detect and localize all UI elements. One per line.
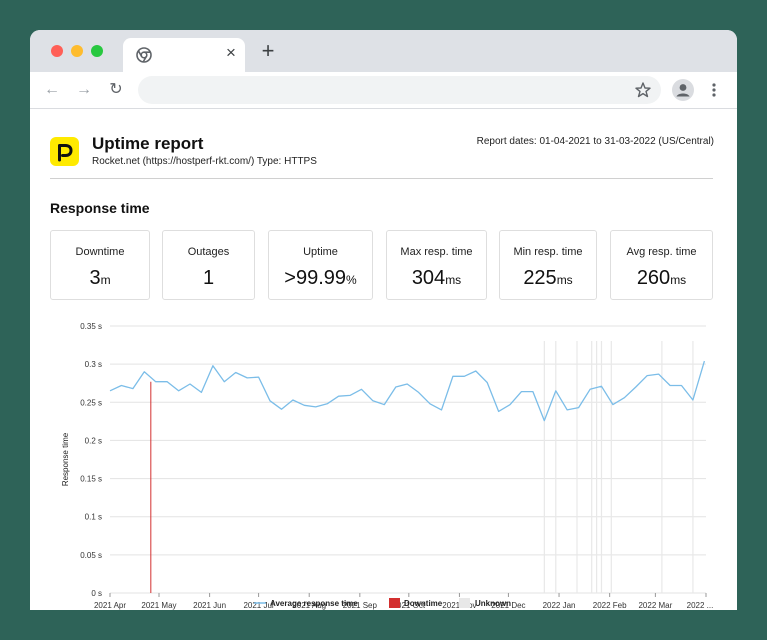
series-line [109,360,706,422]
stat-card-uptime: Uptime >99.99% [268,230,373,300]
forward-icon[interactable]: → [76,81,92,98]
y-tick-label: 0.3 s [85,360,102,369]
stat-card-min-resp: Min resp. time 225ms [499,230,597,300]
tab-bar: × + [30,30,737,72]
x-tick-label: 2021 Jul [243,601,273,610]
address-bar[interactable] [138,76,661,104]
window-maximize-button[interactable] [91,45,103,57]
bookmark-star-icon[interactable] [634,81,652,99]
legend-unknown-swatch [459,598,470,608]
x-tick-label: 2022 Feb [593,601,627,610]
y-tick-label: 0.35 s [80,322,102,331]
y-tick-label: 0 s [91,589,102,598]
stat-label: Max resp. time [400,246,473,258]
response-time-chart: 0.35 s 0.3 s 0.25 s 0.2 s 0.15 s 0.1 s 0.05 s 0… [61,322,714,610]
stat-card-avg-resp: Avg resp. time 260ms [610,230,713,300]
y-tick-label: 0.15 s [80,475,102,484]
stat-label: Min resp. time [513,246,583,258]
stat-label: Outages [187,246,230,258]
window-close-button[interactable] [51,45,63,57]
stat-value: 1 [202,267,215,289]
x-tick-label: 2021 Dec [491,601,525,610]
stat-label: Downtime [75,246,125,258]
legend-label: Downtime [404,599,443,608]
x-tick-label: 2021 Apr [94,601,126,610]
rocket-logo-icon [50,137,79,166]
y-axis-label: Response time [61,432,70,486]
x-tick-label: 2021 Aug [292,601,326,610]
x-tick-label: 2021 Sep [343,601,378,610]
stat-value: 3m [89,267,111,289]
browser-window: × + ← → ↻ [30,30,737,610]
legend-label: Unknown [475,599,511,608]
browser-toolbar: ← → ↻ [30,72,737,109]
report-page: Uptime report Rocket.net (https://hostpe… [30,109,737,610]
reload-icon[interactable]: ↻ [109,81,123,98]
report-title: Uptime report [92,134,204,153]
profile-avatar-icon[interactable] [672,79,694,101]
stat-value: 260ms [636,267,687,289]
browser-menu-icon[interactable] [708,80,720,100]
stat-card-downtime: Downtime 3m [50,230,150,300]
stat-label: Uptime [303,246,338,258]
divider [50,178,713,179]
stat-value: 304ms [411,267,462,289]
stat-card-outages: Outages 1 [162,230,255,300]
y-tick-label: 0.05 s [80,551,102,560]
stat-label: Avg resp. time [626,246,697,258]
report-subtitle: Rocket.net (https://hostperf-rkt.com/) T… [92,156,317,167]
back-icon[interactable]: ← [44,81,60,98]
x-tick-label: 2021 Oct [393,601,426,610]
y-tick-label: 0.2 s [85,436,102,445]
y-tick-label: 0.1 s [85,513,102,522]
stat-value: >99.99% [284,267,357,289]
report-dates: Report dates: 01-04-2021 to 31-03-2022 (… [476,136,714,147]
stat-card-max-resp: Max resp. time 304ms [386,230,487,300]
legend-label: Average response time [270,599,358,608]
x-tick-label: 2022 Mar [638,601,672,610]
section-title: Response time [50,200,150,216]
x-tick-label: 2022 ... [687,601,714,610]
tab-close-icon[interactable]: × [226,43,236,62]
window-minimize-button[interactable] [71,45,83,57]
new-tab-button[interactable]: + [261,38,275,63]
x-tick-label: 2022 Jan [543,601,576,610]
x-tick-label: 2021 Jun [193,601,226,610]
x-tick-label: 2021 May [141,601,176,610]
chrome-icon [135,46,153,64]
legend-downtime-swatch [389,598,400,608]
browser-tab[interactable]: × [123,38,245,72]
stat-value: 225ms [523,267,573,289]
y-tick-label: 0.25 s [80,398,102,407]
